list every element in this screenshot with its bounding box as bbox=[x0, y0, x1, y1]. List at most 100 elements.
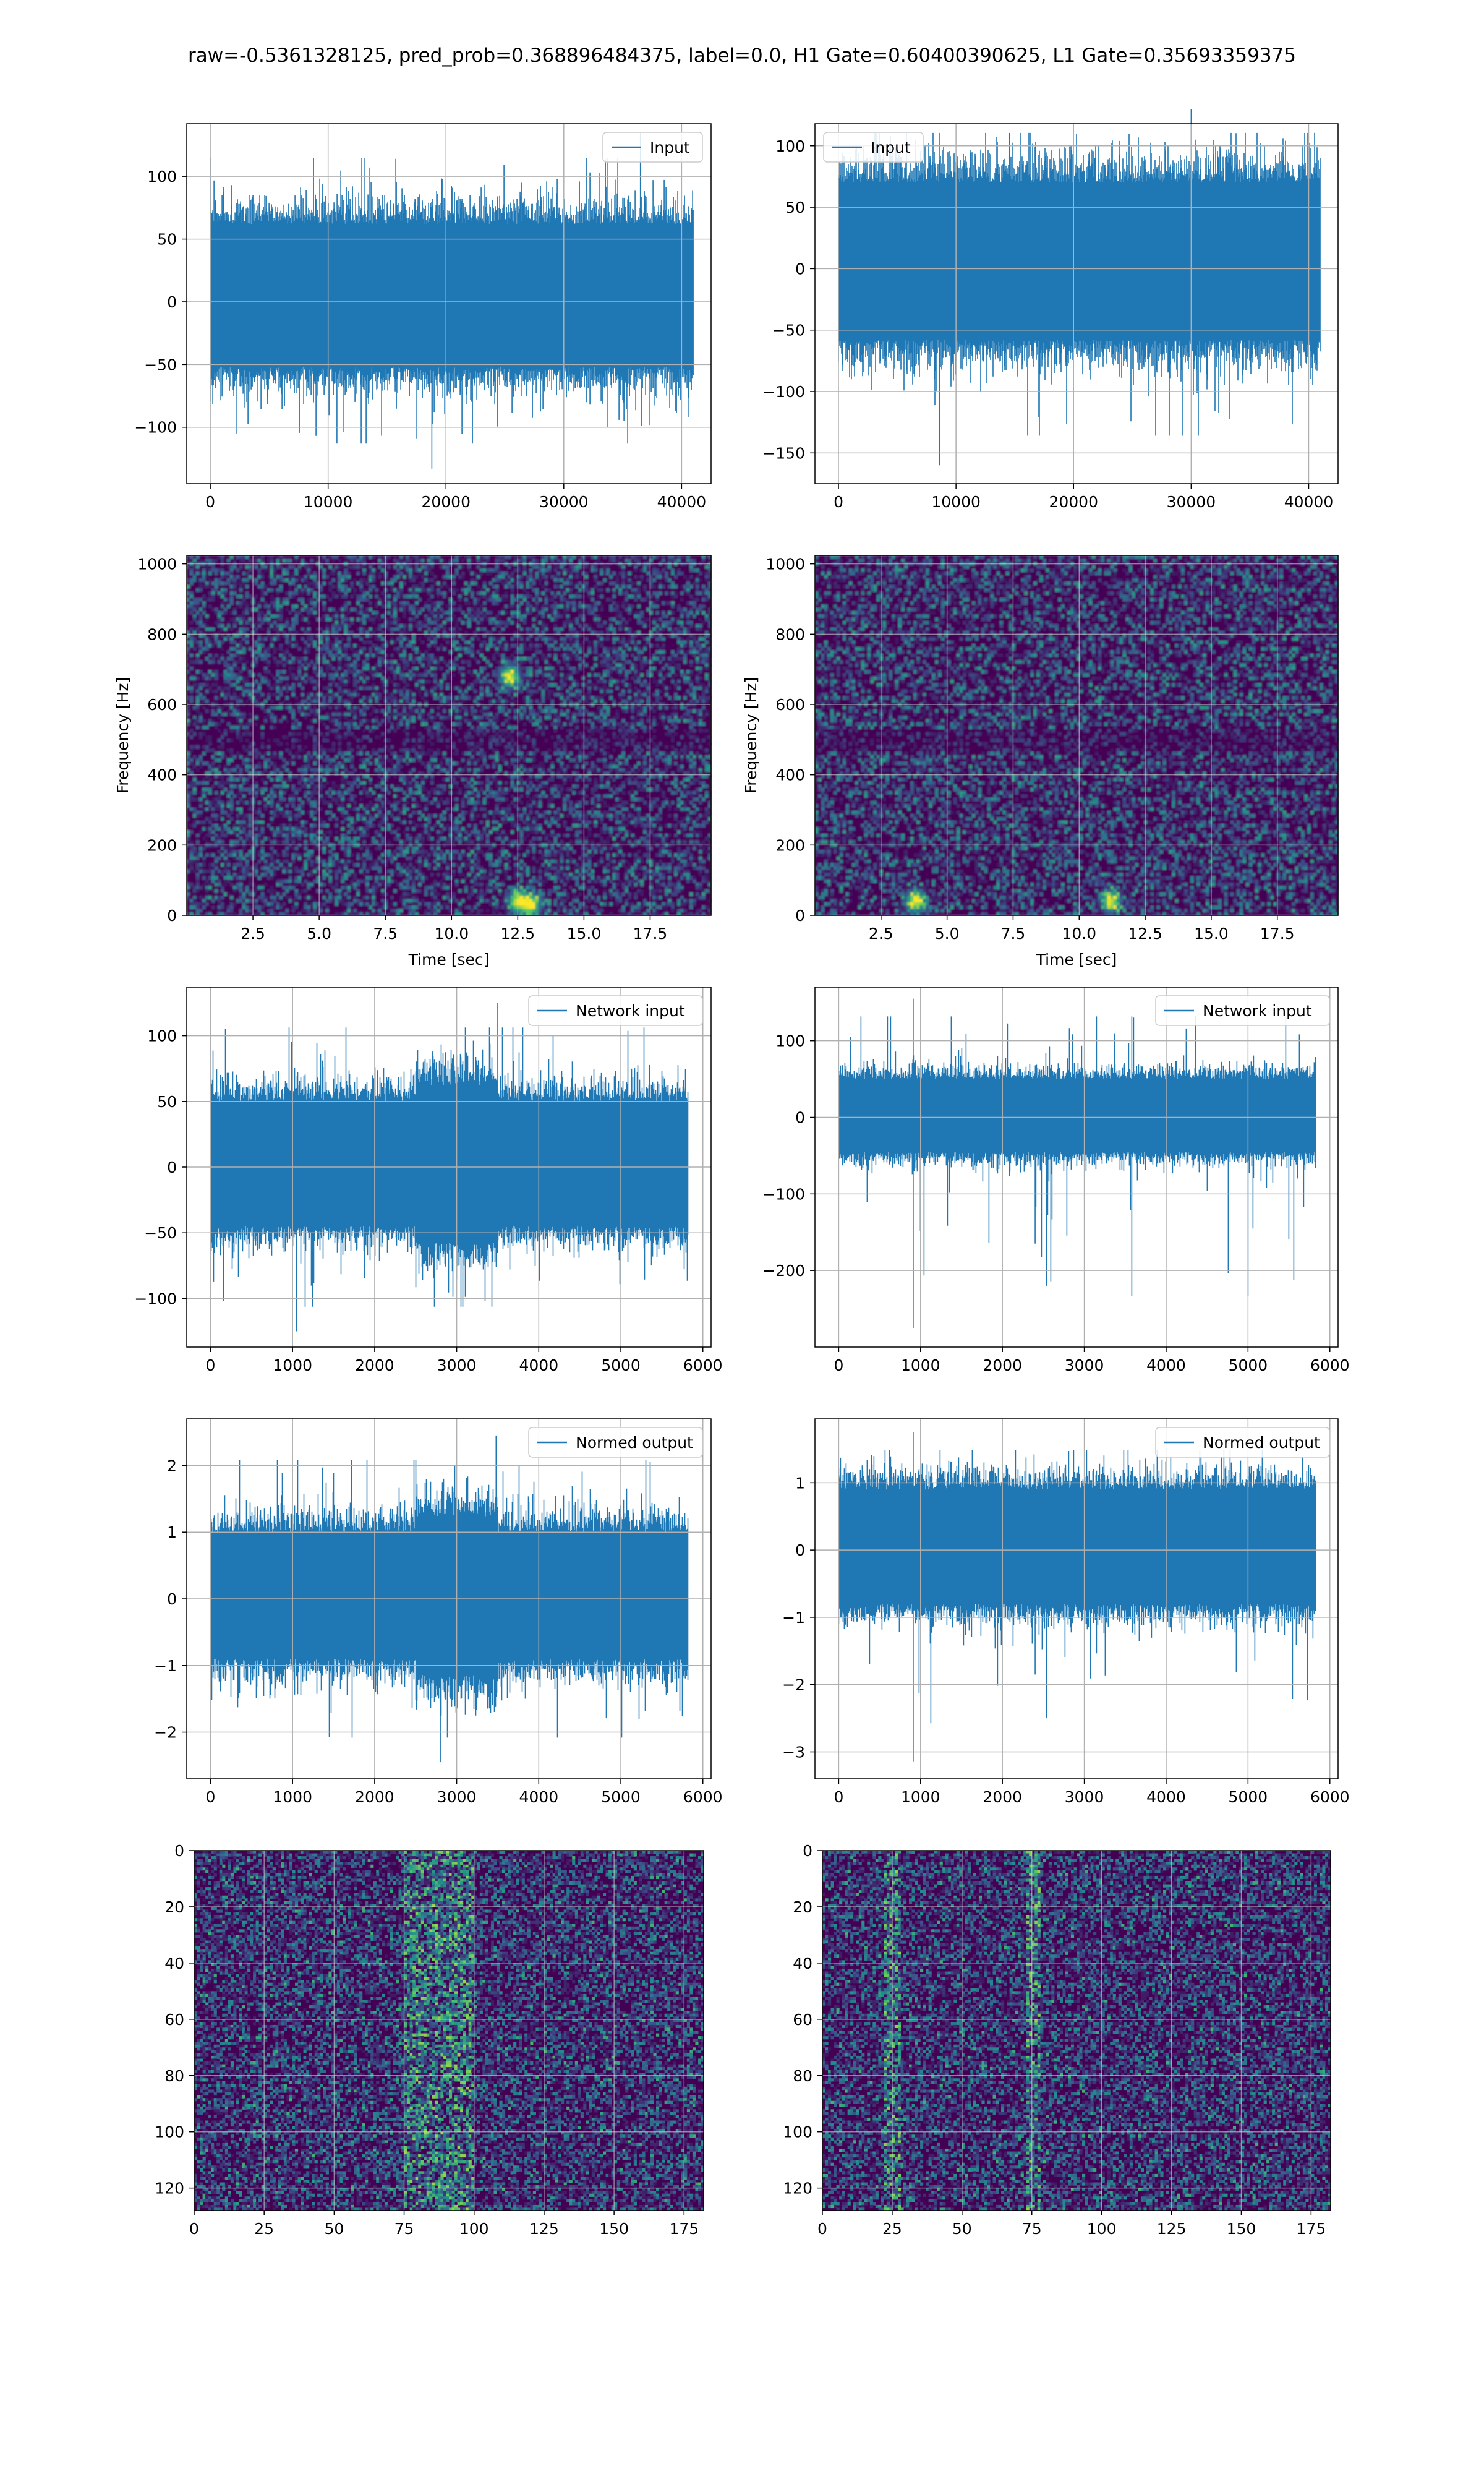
h1-network-input-xtick-label: 2000 bbox=[355, 1356, 394, 1374]
l1-normed-output-xtick-label: 1000 bbox=[901, 1788, 940, 1806]
l1-input-xtick-label: 40000 bbox=[1284, 493, 1334, 511]
l1-network-input-xtick-label: 0 bbox=[834, 1356, 843, 1374]
h1-network-input-legend: Network input bbox=[529, 996, 702, 1025]
l1-spectrogram-ytick-label: 600 bbox=[775, 696, 805, 714]
l1-input-legend-label: Input bbox=[871, 139, 911, 156]
h1-spectrogram-xtick-label: 2.5 bbox=[241, 925, 265, 943]
l1-feature-map-xtick-label: 125 bbox=[1157, 2220, 1187, 2238]
l1-normed-output-legend: Normed output bbox=[1156, 1427, 1329, 1457]
h1-network-input-xtick-label: 0 bbox=[206, 1356, 216, 1374]
l1-input-xtick-label: 10000 bbox=[931, 493, 981, 511]
l1-normed-output-ytick-label: −2 bbox=[782, 1676, 805, 1694]
l1-feature-map-xtick-label: 50 bbox=[952, 2220, 972, 2238]
h1-input-xtick-label: 30000 bbox=[539, 493, 589, 511]
l1-network-input-ytick-label: 100 bbox=[775, 1032, 805, 1050]
h1-spectrogram-xlabel: Time [sec] bbox=[408, 951, 490, 969]
l1-input-legend: Input bbox=[824, 132, 923, 162]
l1-spectrogram-cells bbox=[815, 555, 1339, 916]
l1-spectrogram-xtick-label: 2.5 bbox=[869, 925, 893, 943]
h1-spectrogram-xtick-label: 12.5 bbox=[501, 925, 535, 943]
h1-input-ytick-label: 100 bbox=[147, 168, 177, 186]
l1-input-xtick-label: 30000 bbox=[1167, 493, 1216, 511]
h1-spectrogram-xtick-label: 7.5 bbox=[373, 925, 398, 943]
h1-network-input-legend-label: Network input bbox=[576, 1002, 685, 1020]
h1-spectrogram-ylabel: Frequency [Hz] bbox=[114, 677, 132, 794]
h1-normed-output-xtick-label: 6000 bbox=[683, 1788, 723, 1806]
h1-spectrogram-ytick-label: 0 bbox=[167, 907, 177, 925]
l1-feature-map-ytick-label: 120 bbox=[783, 2180, 812, 2198]
l1-input-ytick-label: 100 bbox=[775, 137, 805, 155]
l1-spectrogram-ytick-label: 200 bbox=[775, 836, 805, 854]
h1-feature-map-ytick-label: 60 bbox=[164, 2011, 184, 2029]
h1-network-input-ytick-label: 100 bbox=[147, 1027, 177, 1045]
h1-input-ytick-label: 0 bbox=[167, 293, 177, 311]
l1-spectrogram-ytick-label: 800 bbox=[775, 625, 805, 643]
l1-spectrogram-axes: 2.5 5.0 7.5 10.0 12.5 15.0 17.5020040060080010… bbox=[742, 555, 1339, 969]
h1-feature-map-ytick-label: 100 bbox=[155, 2123, 184, 2141]
l1-spectrogram-xtick-label: 15.0 bbox=[1194, 925, 1229, 943]
l1-normed-output-xtick-label: 5000 bbox=[1229, 1788, 1268, 1806]
h1-input-xtick-label: 40000 bbox=[657, 493, 707, 511]
h1-feature-map-ytick-label: 40 bbox=[164, 1954, 184, 1972]
l1-feature-map-ytick-label: 100 bbox=[783, 2123, 812, 2141]
h1-network-input-ytick-label: −100 bbox=[134, 1290, 177, 1308]
l1-spectrogram-xtick-label: 10.0 bbox=[1062, 925, 1096, 943]
h1-network-input-ytick-label: 0 bbox=[167, 1158, 177, 1176]
h1-normed-output-legend: Normed output bbox=[529, 1427, 702, 1457]
h1-input-xtick-label: 0 bbox=[205, 493, 215, 511]
l1-input-ytick-label: −50 bbox=[772, 322, 805, 340]
l1-normed-output-ytick-label: −3 bbox=[782, 1743, 805, 1761]
h1-normed-output-xtick-label: 4000 bbox=[519, 1788, 559, 1806]
l1-spectrogram-ylabel: Frequency [Hz] bbox=[742, 677, 760, 794]
l1-normed-output-ytick-label: −1 bbox=[782, 1609, 805, 1627]
l1-normed-output-xtick-label: 0 bbox=[834, 1788, 843, 1806]
h1-normed-output-xtick-label: 2000 bbox=[355, 1788, 394, 1806]
l1-feature-map-xtick-label: 150 bbox=[1227, 2220, 1256, 2238]
l1-spectrogram-xtick-label: 7.5 bbox=[1001, 925, 1026, 943]
h1-spectrogram-ytick-label: 400 bbox=[147, 766, 177, 784]
l1-spectrogram-xtick-label: 12.5 bbox=[1128, 925, 1162, 943]
h1-network-input-ytick-label: 50 bbox=[157, 1093, 177, 1111]
l1-feature-map-xtick-label: 25 bbox=[882, 2220, 902, 2238]
l1-spectrogram-xlabel: Time [sec] bbox=[1036, 951, 1117, 969]
l1-normed-output-xtick-label: 3000 bbox=[1065, 1788, 1104, 1806]
l1-normed-output-xtick-label: 4000 bbox=[1146, 1788, 1186, 1806]
h1-spectrogram-ytick-label: 1000 bbox=[137, 555, 177, 573]
h1-input-legend: Input bbox=[603, 132, 702, 162]
l1-network-input-legend-label: Network input bbox=[1203, 1002, 1312, 1020]
l1-feature-map-ytick-label: 20 bbox=[793, 1898, 812, 1916]
h1-normed-output-ytick-label: −2 bbox=[154, 1724, 177, 1742]
h1-feature-map-xtick-label: 100 bbox=[459, 2220, 489, 2238]
h1-spectrogram-xtick-label: 5.0 bbox=[307, 925, 331, 943]
l1-network-input-ytick-label: −100 bbox=[762, 1185, 805, 1203]
l1-input-ytick-label: 50 bbox=[785, 199, 805, 216]
l1-input-xtick-label: 20000 bbox=[1049, 493, 1098, 511]
l1-normed-output-xtick-label: 6000 bbox=[1310, 1788, 1350, 1806]
l1-input-ytick-label: 0 bbox=[795, 260, 805, 278]
l1-spectrogram-ytick-label: 0 bbox=[795, 907, 805, 925]
h1-feature-map-ytick-label: 20 bbox=[164, 1898, 184, 1916]
h1-spectrogram-ytick-label: 200 bbox=[147, 836, 177, 854]
l1-normed-output-legend-label: Normed output bbox=[1203, 1434, 1320, 1452]
h1-feature-map-ytick-label: 80 bbox=[164, 2067, 184, 2085]
h1-spectrogram-ytick-label: 600 bbox=[147, 696, 177, 714]
l1-input-ytick-label: −150 bbox=[762, 444, 805, 462]
h1-network-input-xtick-label: 3000 bbox=[437, 1356, 477, 1374]
h1-input-ytick-label: 50 bbox=[157, 231, 177, 249]
h1-normed-output-ytick-label: 2 bbox=[167, 1457, 177, 1475]
h1-network-input-xtick-label: 4000 bbox=[519, 1356, 559, 1374]
h1-input-ytick-label: −100 bbox=[134, 419, 177, 437]
l1-feature-map-cells bbox=[822, 1851, 1331, 2211]
h1-network-input-xtick-label: 5000 bbox=[601, 1356, 641, 1374]
h1-spectrogram-ytick-label: 800 bbox=[147, 625, 177, 643]
l1-network-input-axes: 0 1000 2000 3000 4000 5000 6000−200−1000100Net… bbox=[762, 987, 1349, 1374]
h1-feature-map-xtick-label: 25 bbox=[254, 2220, 274, 2238]
h1-network-input-ytick-label: −50 bbox=[144, 1224, 177, 1242]
h1-spectrogram-xtick-label: 10.0 bbox=[434, 925, 469, 943]
l1-spectrogram-ytick-label: 400 bbox=[775, 766, 805, 784]
h1-feature-map-xtick-label: 125 bbox=[529, 2220, 559, 2238]
h1-spectrogram-xtick-label: 17.5 bbox=[633, 925, 668, 943]
h1-network-input-axes: 0 1000 2000 3000 4000 5000 6000−100−50050100Ne… bbox=[134, 987, 722, 1374]
